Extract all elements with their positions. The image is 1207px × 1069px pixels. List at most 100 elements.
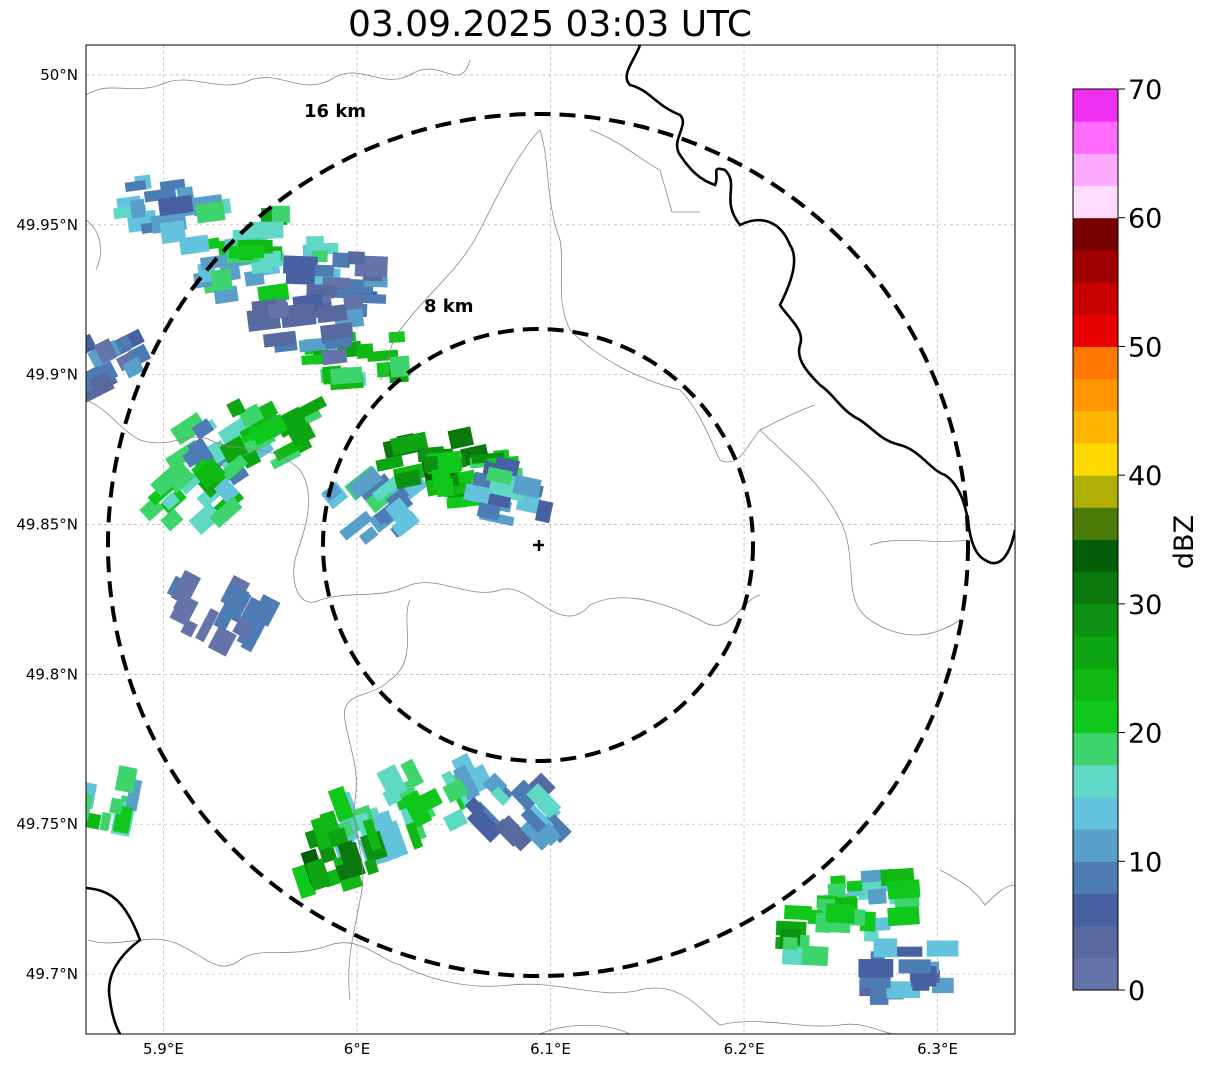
echo-gate (86, 811, 102, 830)
echo-cell (464, 772, 572, 852)
echo-cell (463, 456, 554, 527)
lat-tick-label: 49.8°N (26, 665, 78, 683)
echo-gate (193, 457, 226, 490)
country-borders (86, 45, 1015, 1034)
echo-gate (858, 958, 894, 978)
colorbar-segment (1073, 153, 1118, 187)
echo-gate (493, 818, 523, 847)
colorbar-tick-label: 20 (1128, 719, 1162, 750)
echo-gate (512, 474, 542, 499)
echo-gate (178, 234, 210, 256)
echo-gate (262, 330, 296, 348)
colorbar-segment (1073, 346, 1118, 380)
echo-gate (288, 422, 316, 448)
admin-boundary (869, 539, 969, 546)
radar-site-marker (533, 540, 544, 551)
echo-gate (782, 936, 798, 951)
lat-tick-label: 49.95°N (16, 216, 78, 234)
echo-gate (257, 282, 290, 304)
echo-gate (209, 496, 243, 529)
admin-boundary (589, 129, 700, 213)
echo-cell (113, 174, 232, 244)
echo-gate (389, 355, 411, 378)
admin-boundary (939, 869, 1015, 906)
colorbar-segment (1073, 603, 1118, 637)
admin-boundary (539, 1024, 631, 1034)
colorbar-tick-label: 50 (1128, 332, 1162, 363)
echo-gate (86, 333, 97, 356)
echo-gate (306, 236, 324, 252)
gridlines (86, 45, 1015, 1034)
colorbar-segment (1073, 893, 1118, 927)
colorbar-segment (1073, 957, 1118, 991)
echo-gate (321, 348, 348, 366)
echo-gate (207, 625, 237, 657)
echo-gate (285, 263, 316, 285)
echo-gate (335, 862, 353, 882)
range-ring-label-16km: 16 km (304, 101, 366, 122)
echo-gate (447, 426, 474, 450)
echo-gate (232, 616, 255, 640)
echo-gate (463, 483, 492, 505)
echo-gate (464, 796, 485, 818)
colorbar-segment (1073, 121, 1118, 154)
echo-gate (443, 808, 469, 832)
echo-gate (304, 858, 332, 892)
echo-gate (846, 880, 863, 892)
echo-gate (86, 373, 94, 397)
echo-gate (129, 198, 147, 219)
colorbar-tick-label: 70 (1128, 75, 1162, 106)
echo-gate (522, 800, 554, 833)
echo-gate (86, 371, 115, 403)
lon-tick-label: 5.9°E (143, 1040, 184, 1058)
colorbar-segment (1073, 475, 1118, 508)
echo-gate (358, 526, 379, 545)
lon-tick-label: 6.2°E (724, 1040, 765, 1058)
echo-gate (54, 763, 68, 789)
echo-gate (534, 499, 554, 524)
echo-gate (324, 336, 353, 350)
echo-gate (509, 779, 542, 811)
echo-gate (391, 510, 420, 538)
admin-boundary (86, 59, 471, 96)
echo-gate (347, 466, 383, 499)
lat-tick-label: 49.85°N (16, 516, 78, 534)
echo-gate (124, 180, 147, 193)
echo-gate (374, 810, 397, 838)
colorbar-label: dBZ (1169, 515, 1200, 569)
colorbar-segment (1073, 249, 1118, 283)
echo-gate (926, 940, 959, 957)
echo-gate (401, 790, 433, 828)
colorbar-tick-label: 60 (1128, 204, 1162, 235)
colorbar-segment (1073, 796, 1118, 830)
lat-tick-label: 49.7°N (26, 965, 78, 983)
echo-cell (166, 569, 281, 657)
echo-gate (452, 764, 481, 801)
range-ring-label-8km: 8 km (424, 296, 474, 317)
echo-gate (781, 946, 803, 966)
echo-gate (417, 787, 443, 812)
map-title: 03.09.2025 03:03 UTC (347, 4, 753, 45)
echo-gate (887, 879, 921, 900)
echo-gate (322, 483, 342, 502)
colorbar-segment (1073, 861, 1118, 894)
admin-boundary (719, 1021, 910, 1034)
echo-gate (490, 786, 511, 806)
colorbar: 0 10 20 30 40 50 60 70 (1072, 75, 1162, 1007)
echo-gate (327, 785, 355, 822)
echo-gate (528, 772, 556, 800)
echo-gate (55, 330, 85, 356)
colorbar-segment (1073, 732, 1118, 766)
colorbar-segment (1073, 764, 1118, 798)
echo-gate (207, 439, 231, 464)
echo-cell (54, 763, 143, 837)
echo-gate (375, 455, 404, 472)
echo-gate (327, 827, 349, 848)
echo-gate (487, 493, 512, 509)
echo-gate (160, 508, 184, 532)
echo-cell (320, 465, 428, 545)
echo-gate (869, 984, 889, 1005)
lon-tick-label: 6.1°E (530, 1040, 571, 1058)
echo-gate (362, 818, 382, 852)
